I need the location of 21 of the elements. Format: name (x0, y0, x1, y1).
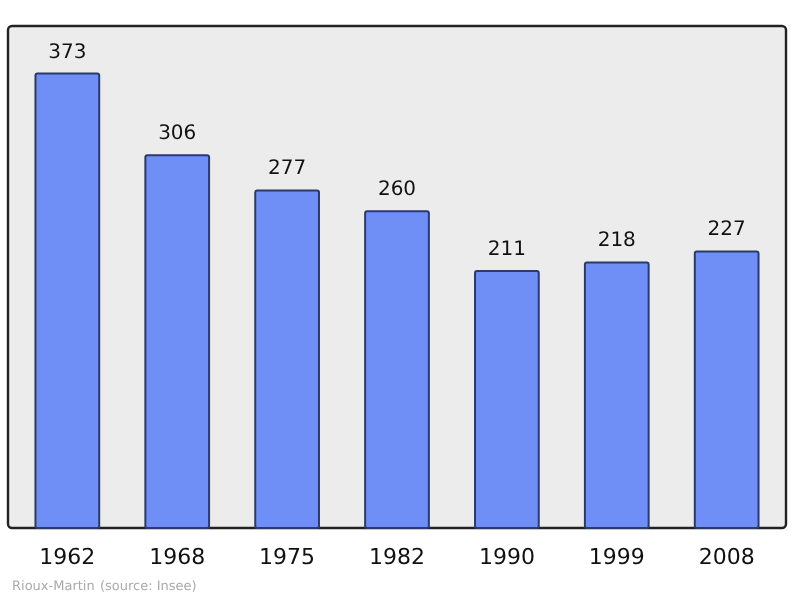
data-label: 277 (268, 158, 307, 181)
x-tick-label: 1968 (149, 543, 206, 570)
data-label: 218 (597, 230, 636, 253)
bar (364, 210, 430, 529)
data-label: 260 (377, 179, 417, 202)
x-tick-label: 1975 (259, 543, 316, 570)
bar (474, 269, 540, 529)
data-label: 211 (487, 238, 526, 261)
x-tick-label: 1990 (478, 543, 535, 570)
data-label: 306 (158, 123, 197, 146)
x-tick-label: 1999 (588, 543, 645, 570)
data-label: 373 (48, 41, 87, 64)
bar (254, 189, 320, 529)
x-tick-label: 2008 (698, 543, 755, 570)
bar (693, 250, 760, 529)
bar (34, 72, 101, 529)
bar (583, 261, 650, 529)
x-tick-label: 1982 (369, 543, 425, 570)
x-tick-label: 1962 (39, 543, 96, 570)
bar (144, 154, 211, 529)
data-label: 227 (707, 219, 746, 242)
